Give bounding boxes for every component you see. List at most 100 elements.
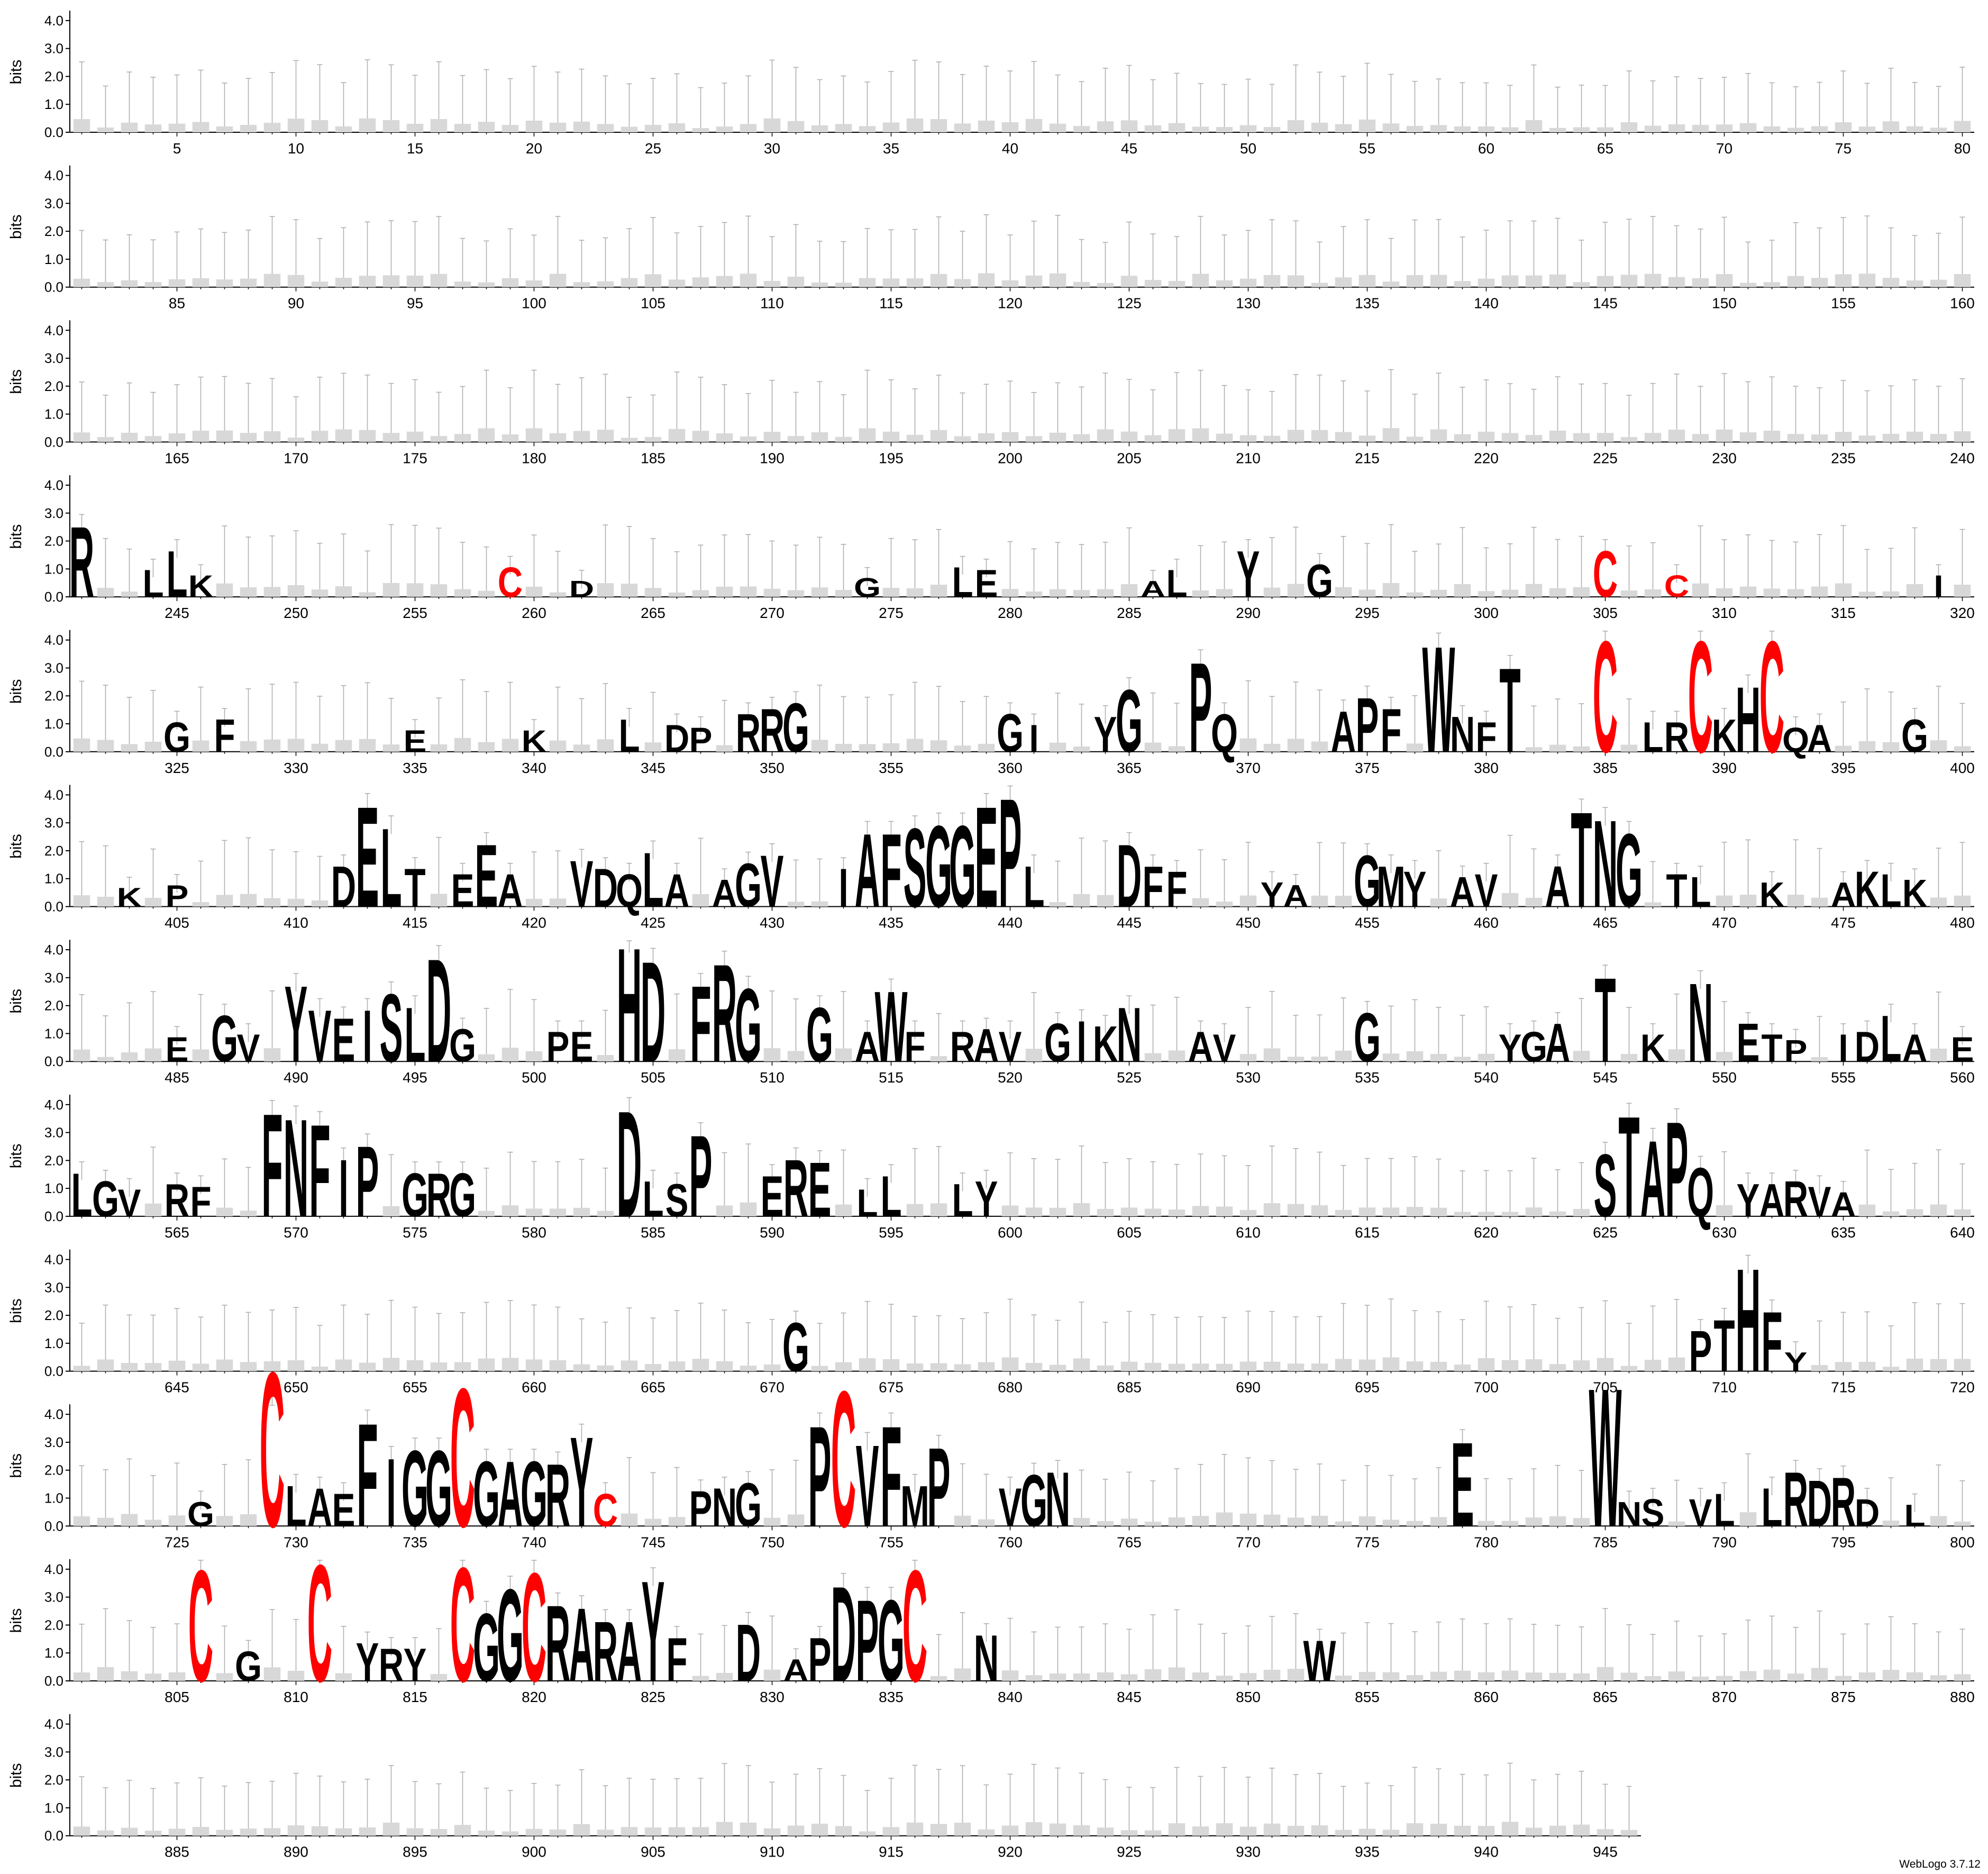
residue-stack (73, 119, 90, 132)
residue-stack (1335, 896, 1352, 907)
residue-I: I (1077, 1009, 1086, 1075)
residue-K: K (1640, 1026, 1665, 1070)
residue-stack (1668, 1357, 1685, 1371)
residue-stack (1882, 1367, 1900, 1371)
residue-stack (263, 274, 281, 287)
x-tick-label: 360 (998, 760, 1023, 776)
residue-stack (501, 739, 519, 752)
residue-stack (311, 1366, 329, 1371)
y-tick-label: 0.0 (44, 1518, 63, 1534)
residue-stack (1858, 126, 1876, 132)
residue-stack (1573, 746, 1590, 752)
y-tick-label: 3.0 (44, 1125, 63, 1141)
residue-stack (1597, 433, 1614, 442)
residue-stack (1525, 120, 1543, 132)
x-tick-label: 765 (1117, 1534, 1142, 1550)
residue-stack (73, 1516, 90, 1526)
residue-stack (1811, 1057, 1828, 1062)
residue-C: C (450, 1347, 475, 1568)
residue-stack (811, 587, 828, 597)
residue-stack (1454, 1670, 1471, 1681)
residue-stack (1001, 1825, 1019, 1836)
residue-stack (1073, 1673, 1090, 1681)
residue-stack (382, 1358, 400, 1371)
residue-stack (478, 590, 495, 597)
residue-R: R (1664, 713, 1689, 761)
residue-stack (263, 431, 281, 442)
x-tick-label: 910 (760, 1844, 785, 1860)
residue-stack (1501, 1212, 1519, 1216)
residue-stack (597, 430, 614, 442)
residue-H: H (1736, 1238, 1761, 1403)
y-tick-label: 0.0 (44, 744, 63, 760)
logo-line-2: bits 0.0 1.0 2.0 3.0 4.0 85 90 95 100 105 110 115 120… (7, 165, 1975, 312)
y-tick-label: 3.0 (44, 350, 63, 366)
residue-stack (716, 745, 733, 752)
residue-stack (1620, 1366, 1638, 1371)
residue-F: F (1761, 1295, 1782, 1390)
residue-stack (882, 1359, 900, 1371)
residue-stack (1549, 1672, 1566, 1681)
x-tick-label: 560 (1950, 1069, 1975, 1086)
residue-stack (692, 894, 709, 907)
x-tick-label: 410 (284, 915, 308, 931)
residue-stack (978, 433, 995, 442)
residue-stack (1858, 592, 1876, 597)
residue-stack (763, 1669, 781, 1681)
x-tick-label: 520 (998, 1069, 1023, 1086)
residue-stack (359, 1362, 376, 1371)
x-tick-label: 820 (522, 1689, 546, 1705)
residue-stack (597, 1054, 614, 1062)
x-tick-label: 835 (879, 1689, 904, 1705)
logo-line-1: bits 0.0 1.0 2.0 3.0 4.0 5 10 15 20 25 30 35 40 45 50 55… (7, 11, 1974, 157)
residue-stack (1525, 897, 1543, 907)
x-tick-label: 660 (522, 1379, 546, 1396)
x-tick-label: 50 (1240, 140, 1256, 157)
residue-stack (573, 1207, 590, 1216)
residue-stack (716, 1205, 733, 1216)
residue-stack (1287, 430, 1305, 442)
y-tick-label: 3.0 (44, 970, 63, 986)
residue-stack (1144, 1362, 1162, 1371)
residue-stack (859, 1358, 876, 1371)
residue-stack (192, 902, 209, 907)
residue-N: N (712, 1478, 737, 1538)
residue-stack (1239, 1513, 1257, 1526)
residue-stack (930, 430, 947, 442)
y-tick-label: 4.0 (44, 1406, 63, 1422)
residue-F: F (190, 1177, 211, 1225)
residue-stack (1406, 592, 1424, 597)
residue-stack (311, 1826, 329, 1836)
residue-I: I (1029, 716, 1038, 760)
residue-stack (1382, 1520, 1400, 1526)
y-tick-label: 4.0 (44, 1251, 63, 1267)
residue-stack (597, 1211, 614, 1216)
residue-stack (1239, 1054, 1257, 1062)
residue-stack (835, 589, 852, 597)
residue-D: D (426, 928, 451, 1093)
residue-stack (882, 431, 900, 442)
residue-stack (1382, 1053, 1400, 1062)
x-tick-label: 270 (760, 605, 785, 621)
residue-stack (740, 436, 757, 442)
y-tick-label: 1.0 (44, 716, 63, 732)
residue-V: V (999, 1023, 1022, 1071)
x-tick-label: 40 (1002, 140, 1018, 157)
residue-stack (1478, 1521, 1495, 1526)
residue-stack (454, 1362, 471, 1371)
residue-stack (716, 586, 733, 597)
x-tick-label: 10 (288, 140, 304, 157)
residue-stack (1335, 432, 1352, 442)
x-tick-label: 590 (760, 1224, 785, 1241)
y-tick-label: 0.0 (44, 124, 63, 140)
residue-stack (501, 278, 519, 287)
residue-A: A (1450, 868, 1475, 916)
residue-stack (835, 283, 852, 287)
residue-V: V (1689, 1491, 1712, 1534)
residue-R: R (1831, 1464, 1856, 1542)
x-tick-label: 85 (169, 295, 185, 312)
residue-stack (906, 118, 924, 132)
x-tick-label: 25 (645, 140, 661, 157)
y-tick-label: 4.0 (44, 1716, 63, 1732)
residue-stack (1097, 1672, 1114, 1681)
